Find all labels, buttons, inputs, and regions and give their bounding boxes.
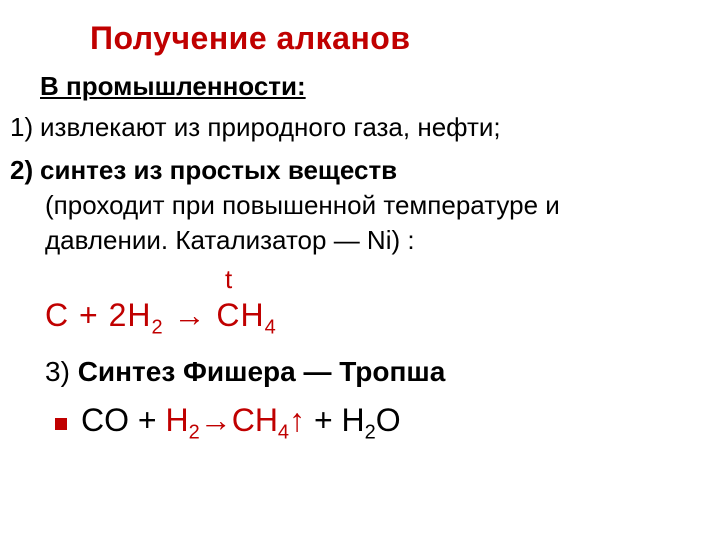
f2-h2b: 2 xyxy=(189,421,200,443)
f2-plus: + H xyxy=(305,402,365,438)
item-number-2: 2) xyxy=(10,153,40,188)
condition-temperature: t xyxy=(225,264,690,295)
item-text-3: Синтез Фишера — Тропша xyxy=(78,356,446,387)
item-text-2a: синтез из простых веществ xyxy=(40,155,397,185)
f2-h2a: H xyxy=(165,402,188,438)
formula1-part2: → CH xyxy=(164,297,265,333)
arrow-icon: → xyxy=(200,402,232,439)
list-item-3: 3) Синтез Фишера — Тропша xyxy=(45,356,690,388)
f2-o: O xyxy=(376,402,401,438)
bullet-icon xyxy=(55,418,67,430)
slide-title: Получение алканов xyxy=(90,20,690,57)
item-number-3: 3) xyxy=(45,356,78,387)
subtitle: В промышленности: xyxy=(40,71,690,102)
formula1-part1: С + 2H xyxy=(45,297,151,333)
list-item-1: 1)извлекают из природного газа, нефти; xyxy=(45,110,690,145)
f2-co: CO + xyxy=(81,402,165,438)
formula-synthesis: С + 2H2 → CH4 xyxy=(45,297,690,339)
f2-sub2: 2 xyxy=(365,421,376,443)
formula1-sub1: 2 xyxy=(151,317,163,339)
f2-ch4a: CH xyxy=(232,402,278,438)
item-number-1: 1) xyxy=(10,110,40,145)
formula-fischer-tropsch: CO + H2→ CH4↑ + H2O xyxy=(55,402,690,444)
f2-ch4b: 4 xyxy=(278,421,289,443)
formula1-sub2: 4 xyxy=(265,317,277,339)
list-item-2: 2)синтез из простых веществ (проходит пр… xyxy=(45,153,690,258)
f2-uparrow: ↑ xyxy=(289,402,305,438)
item-text-1: извлекают из природного газа, нефти; xyxy=(40,112,501,142)
item-text-2b: (проходит при повышенной температуре и д… xyxy=(45,188,690,258)
